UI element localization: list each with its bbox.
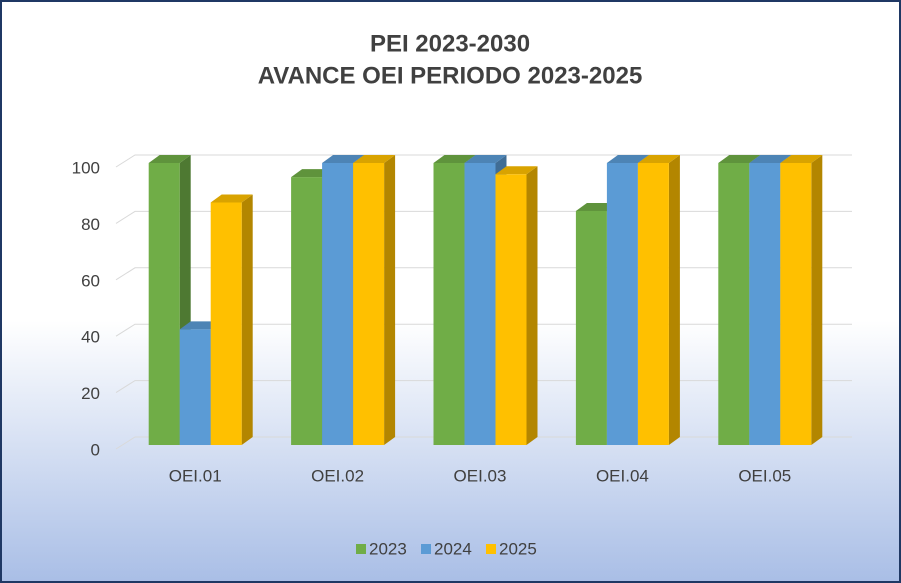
chart-title: PEI 2023-2030: [370, 30, 530, 57]
bar: [210, 202, 242, 445]
y-tick-label: 40: [81, 328, 100, 347]
grid-line: [115, 154, 852, 168]
x-tick-label: OEI.01: [169, 466, 222, 485]
bar: [464, 163, 496, 445]
bar-side: [526, 166, 538, 445]
bar-top: [353, 155, 396, 163]
bar-top: [148, 155, 191, 163]
bar-top: [433, 155, 476, 163]
y-tick-label: 0: [91, 440, 100, 459]
bar-side: [668, 155, 680, 445]
legend-label: 2023: [369, 539, 407, 558]
y-tick-label: 80: [81, 215, 100, 234]
bar-top: [322, 155, 365, 163]
bar-top: [718, 155, 761, 163]
bar: [148, 163, 180, 445]
y-tick-label: 60: [81, 271, 100, 290]
legend-swatch: [421, 544, 431, 554]
x-tick-label: OEI.03: [454, 466, 507, 485]
bar-top: [210, 194, 253, 203]
bar: [322, 163, 354, 445]
bar-side: [241, 194, 253, 445]
bar: [353, 163, 385, 445]
bar: [495, 174, 527, 445]
legend-label: 2025: [499, 539, 537, 558]
bar-top: [606, 155, 649, 163]
bar-top: [780, 155, 823, 163]
x-tick-label: OEI.05: [738, 466, 791, 485]
bar-top: [749, 155, 792, 163]
bar-side: [384, 155, 396, 445]
bar: [606, 163, 638, 445]
bar: [749, 163, 781, 445]
bar-top: [637, 155, 680, 163]
bar: [780, 163, 812, 445]
bar-top: [464, 155, 507, 163]
bar: [433, 163, 465, 445]
bar-side: [811, 155, 823, 445]
y-tick-label: 20: [81, 384, 100, 403]
legend-label: 2024: [434, 539, 472, 558]
y-tick-label: 100: [72, 158, 100, 177]
x-tick-label: OEI.04: [596, 466, 649, 485]
bar: [575, 210, 607, 445]
x-tick-label: OEI.02: [311, 466, 364, 485]
bar-top: [495, 166, 538, 175]
legend-swatch: [356, 544, 366, 554]
legend-swatch: [486, 544, 496, 554]
bar: [718, 163, 750, 445]
bar: [179, 329, 211, 445]
chart-subtitle: AVANCE OEI PERIODO 2023-2025: [258, 62, 643, 89]
bar: [291, 177, 323, 445]
bar: [637, 163, 669, 445]
